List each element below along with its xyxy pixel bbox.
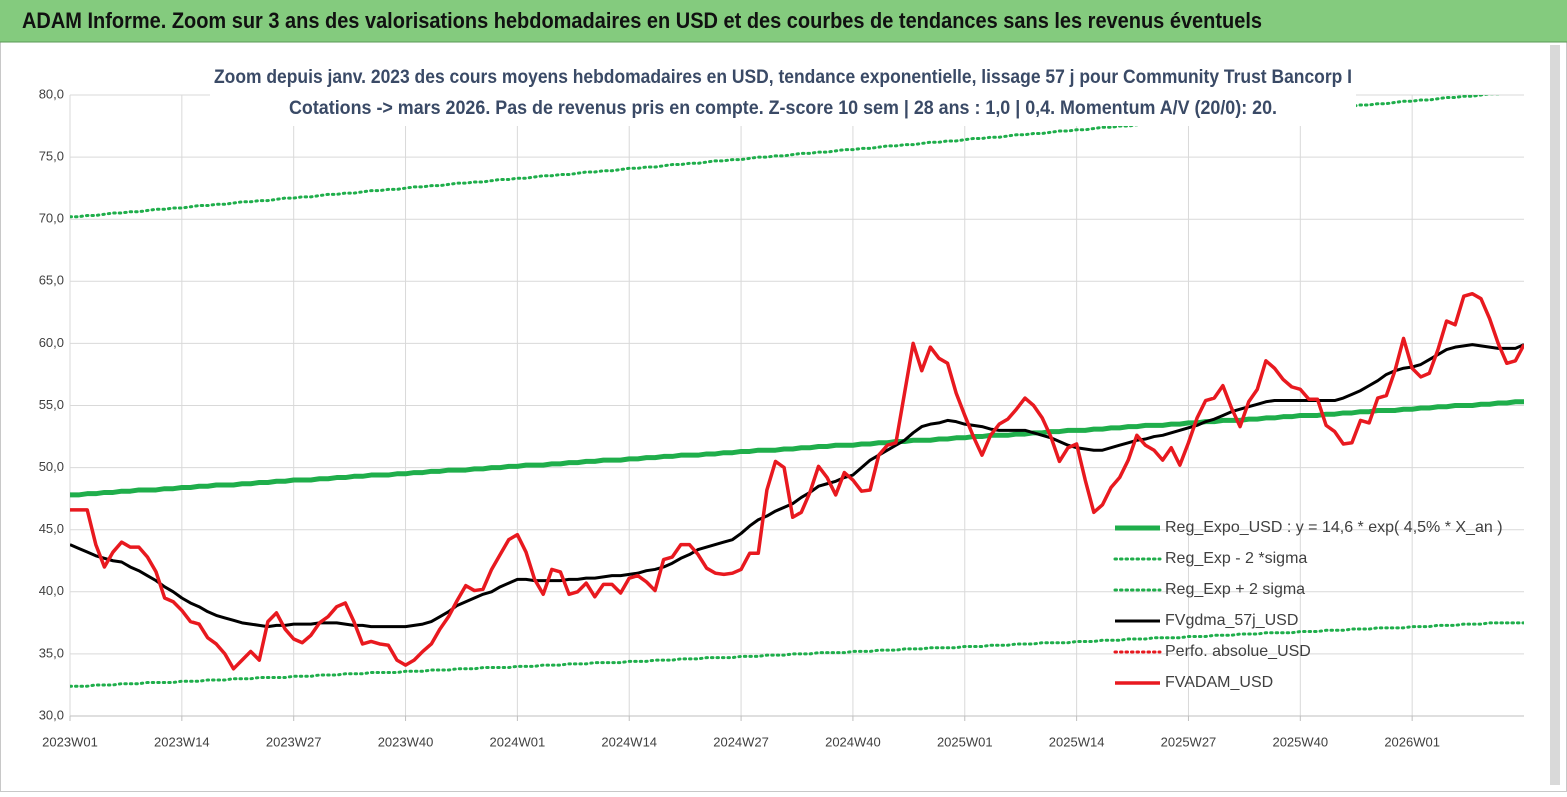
x-tick-label: 2023W01 — [42, 734, 98, 749]
legend-label: FVgdma_57j_USD — [1165, 612, 1298, 629]
y-tick-label: 55,0 — [39, 397, 64, 412]
y-tick-label: 35,0 — [39, 645, 64, 660]
series-line — [70, 621, 1524, 688]
y-tick-label: 45,0 — [39, 521, 64, 536]
x-tick-label: 2024W01 — [490, 734, 546, 749]
series-line — [70, 95, 1501, 219]
x-tick-label: 2023W40 — [378, 734, 434, 749]
legend-label: Reg_Exp + 2 sigma — [1165, 581, 1305, 598]
y-tick-label: 40,0 — [39, 583, 64, 598]
y-tick-label: 30,0 — [39, 707, 64, 722]
x-tick-label: 2025W27 — [1161, 734, 1217, 749]
y-tick-label: 50,0 — [39, 459, 64, 474]
x-tick-label: 2024W40 — [825, 734, 881, 749]
x-tick-label: 2025W40 — [1272, 734, 1328, 749]
legend-label: Reg_Expo_USD : y = 14,6 * exp( 4,5% * X_… — [1165, 519, 1503, 536]
y-tick-label: 75,0 — [39, 149, 64, 164]
subtitle-box — [210, 60, 1356, 126]
x-tick-label: 2024W27 — [713, 734, 769, 749]
y-tick-label: 65,0 — [39, 273, 64, 288]
y-tick-label: 70,0 — [39, 211, 64, 226]
x-tick-label: 2025W14 — [1049, 734, 1105, 749]
series-line — [70, 343, 1524, 629]
scrollbar — [1550, 45, 1560, 785]
series-line — [70, 399, 1524, 498]
y-tick-label: 80,0 — [39, 86, 64, 101]
x-tick-label: 2023W14 — [154, 734, 210, 749]
legend-label: Reg_Exp - 2 *sigma — [1165, 550, 1307, 567]
x-tick-label: 2023W27 — [266, 734, 322, 749]
x-tick-label: 2024W14 — [601, 734, 657, 749]
y-tick-label: 60,0 — [39, 335, 64, 350]
series-line — [70, 291, 1524, 671]
header-bar — [0, 0, 1567, 42]
x-tick-label: 2026W01 — [1384, 734, 1440, 749]
page-title: ADAM Informe. Zoom sur 3 ans des valoris… — [22, 8, 1262, 33]
x-tick-label: 2025W01 — [937, 734, 993, 749]
chart-title: Zoom depuis janv. 2023 des cours moyens … — [214, 67, 1352, 88]
chart-subtitle: Cotations -> mars 2026. Pas de revenus p… — [289, 98, 1277, 119]
legend-label: Perfo. absolue_USD — [1165, 643, 1311, 660]
legend-label: FVADAM_USD — [1165, 674, 1273, 691]
